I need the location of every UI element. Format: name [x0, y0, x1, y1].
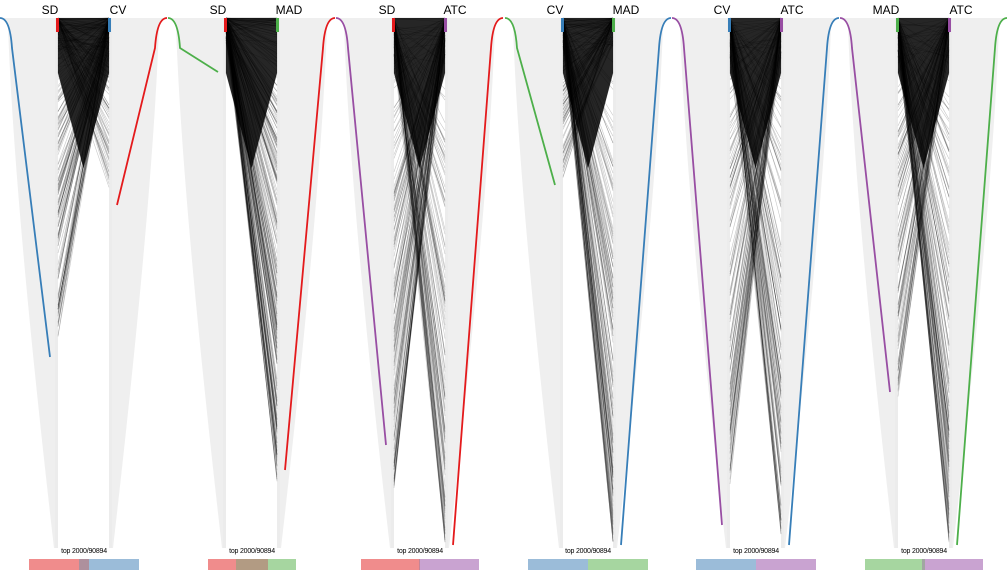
panel-3-left-label: SD — [379, 3, 396, 17]
left-rank-region — [0, 18, 58, 548]
rank-connection-lines — [730, 18, 781, 534]
right-rank-region — [781, 18, 839, 548]
left-rank-region — [336, 18, 394, 548]
rank-connection-lines — [394, 18, 445, 542]
panel-1-caption: top 2000/90894 — [61, 548, 107, 555]
right-rank-region — [949, 18, 1007, 548]
overlap-bar-right-only — [268, 559, 296, 570]
panel-6-left-label: MAD — [873, 3, 900, 17]
panel-6-right-label: ATC — [949, 3, 972, 17]
right-axis-marker — [276, 18, 279, 32]
rank-connection-lines — [226, 18, 277, 481]
right-axis-marker — [780, 18, 783, 32]
overlap-bar-left-only — [29, 559, 79, 570]
left-axis-marker — [561, 18, 564, 32]
overlap-bar-right-only — [89, 559, 139, 570]
panel-3-right-label: ATC — [443, 3, 466, 17]
panel-4-caption: top 2000/90894 — [565, 548, 611, 555]
overlap-bar-left-only — [208, 559, 236, 570]
right-rank-region — [613, 18, 671, 548]
panel-2-left-label: SD — [210, 3, 227, 17]
panel-5-caption: top 2000/90894 — [733, 548, 779, 555]
panel-5-left-label: CV — [714, 3, 731, 17]
panel-2-right-label: MAD — [276, 3, 303, 17]
left-axis-marker — [392, 18, 395, 32]
left-axis-marker — [56, 18, 59, 32]
right-axis-marker — [948, 18, 951, 32]
right-axis-marker — [444, 18, 447, 32]
overlap-bar-left-only — [696, 559, 756, 570]
left-rank-region — [840, 18, 898, 548]
overlap-bar-right-only — [588, 559, 648, 570]
panel-5 — [672, 18, 839, 570]
overlap-bar-left-only — [361, 559, 419, 570]
panel-5-right-label: ATC — [780, 3, 803, 17]
overlap-bar-right-only — [925, 559, 983, 570]
rank-connection-lines — [563, 18, 613, 542]
left-axis-marker — [224, 18, 227, 32]
panel-1-right-label: CV — [110, 3, 127, 17]
panel-4-left-label: CV — [547, 3, 564, 17]
right-axis-marker — [612, 18, 615, 32]
panel-3-caption: top 2000/90894 — [397, 548, 443, 555]
left-rank-region — [672, 18, 730, 548]
panel-1-left-label: SD — [42, 3, 59, 17]
panel-4-right-label: MAD — [613, 3, 640, 17]
right-rank-region — [109, 18, 167, 548]
overlap-bar-left-only — [865, 559, 922, 570]
right-rank-region — [445, 18, 503, 548]
left-axis-marker — [728, 18, 731, 32]
right-axis-marker — [108, 18, 111, 32]
overlap-bar-right-only — [756, 559, 816, 570]
left-axis-marker — [896, 18, 899, 32]
panel-2-caption: top 2000/90894 — [229, 548, 275, 555]
panel-2 — [168, 18, 335, 570]
panel-3 — [336, 18, 503, 570]
rank-connection-lines — [898, 18, 949, 542]
panel-4 — [505, 18, 671, 570]
panel-1 — [0, 18, 167, 570]
panel-6-caption: top 2000/90894 — [901, 548, 947, 555]
rank-connection-lines — [58, 18, 109, 336]
left-rank-region — [168, 18, 226, 548]
overlap-bar-left-only — [528, 559, 588, 570]
overlap-bar-right-only — [420, 559, 479, 570]
panel-6 — [840, 18, 1007, 570]
left-rank-region — [505, 18, 563, 548]
